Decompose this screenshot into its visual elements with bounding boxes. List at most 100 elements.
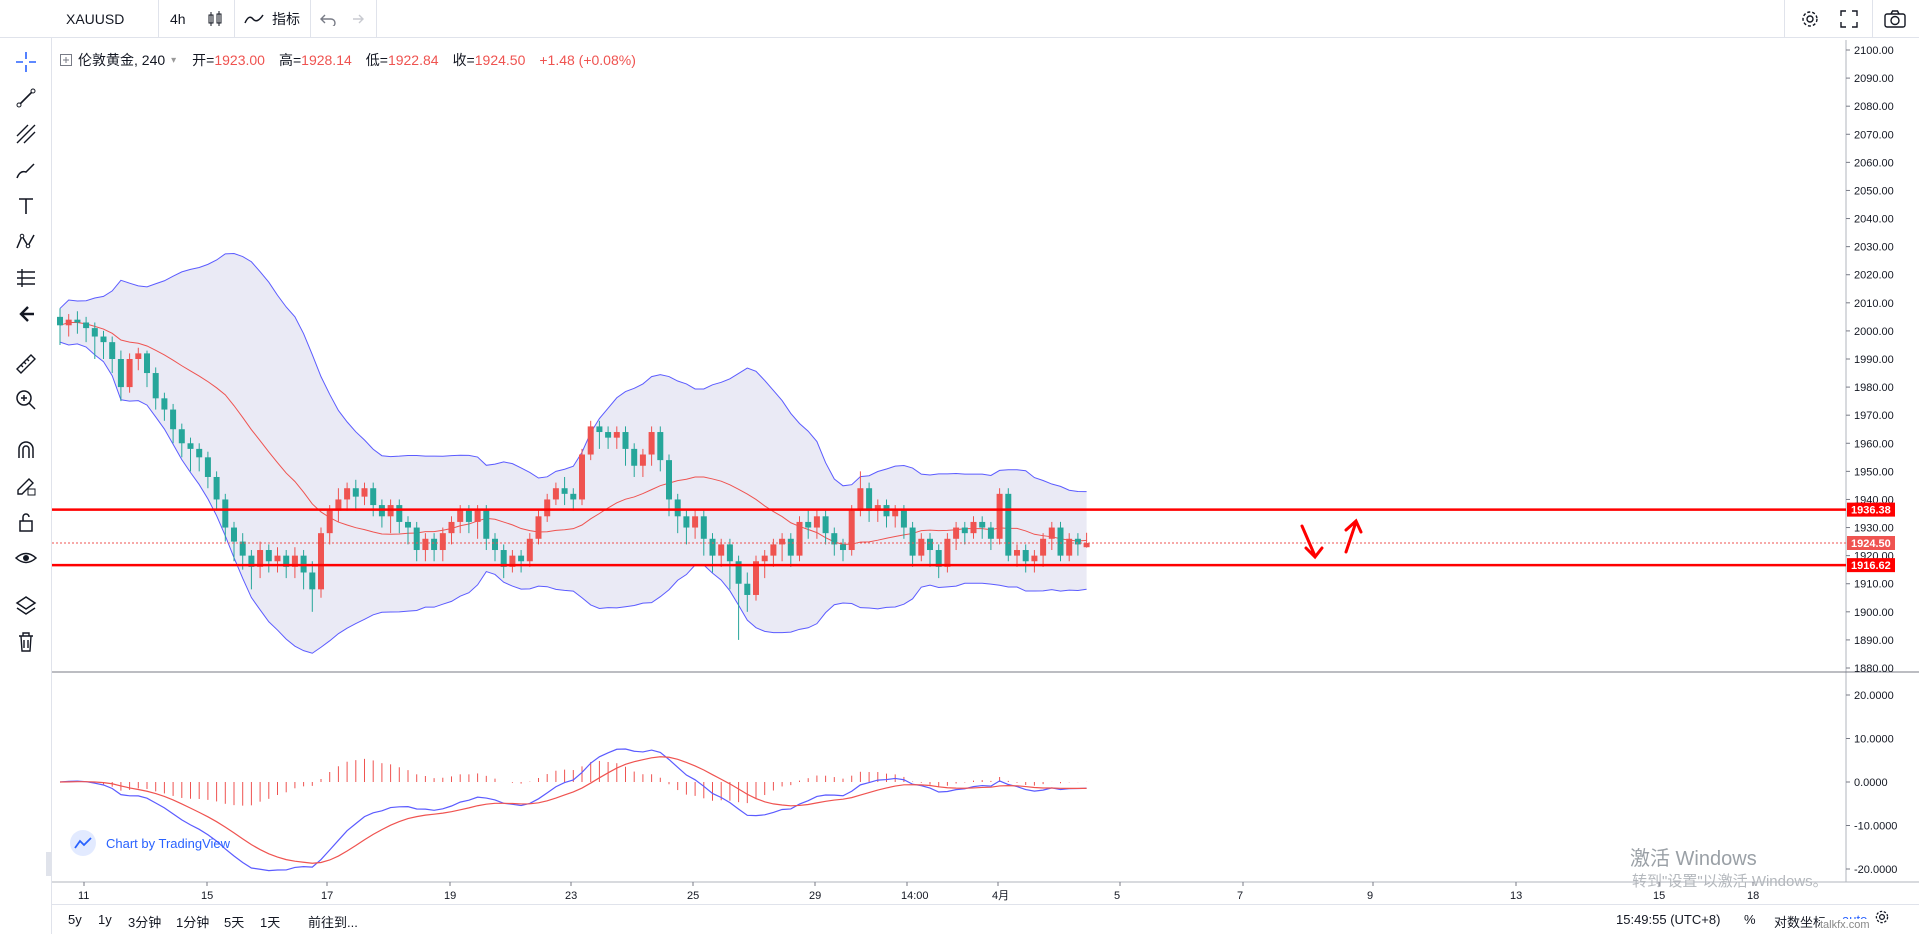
candle-body [639,454,646,466]
redo-button[interactable] [348,0,364,38]
divider [376,0,377,38]
lock-drawing-tool[interactable] [12,472,40,500]
up-arrow-annotation [1344,518,1363,554]
series-dropdown-icon[interactable]: ▾ [171,54,177,66]
candle-body [979,521,986,528]
candle-body [840,544,846,551]
candle-body [900,510,907,528]
time-axis-collapse-handle [46,852,52,876]
candle-body [370,488,377,506]
gear-icon [1875,910,1889,924]
prediction-tool[interactable] [12,264,40,292]
price-tick-label: 2040.00 [1854,214,1894,226]
price-tick-label: 2080.00 [1854,101,1894,113]
candle-body [144,353,150,374]
range-5d[interactable]: 5天 [224,915,245,930]
candle-body [518,555,525,562]
magnet-tool[interactable] [12,436,40,464]
range-1y[interactable]: 1y [98,912,112,927]
candle-body [970,521,977,534]
arrow-left-icon [19,306,34,322]
pattern-tool[interactable] [12,228,40,256]
chart-type-button[interactable] [206,0,224,38]
price-tick-label: 1980.00 [1854,382,1894,394]
candle-body [753,561,759,595]
windows-activation-watermark: 激活 Windows [1630,848,1757,870]
lock-tool[interactable] [12,508,40,536]
range-1min[interactable]: 1分钟 [176,915,210,930]
candle-body [352,488,359,497]
price-tick-label: 2030.00 [1854,242,1894,254]
candle-body [161,398,168,410]
ruler-icon [16,354,36,374]
time-tick-label: 11 [78,890,89,902]
candle-body [117,359,124,388]
candle-body [492,538,498,551]
back-tool[interactable] [12,300,40,328]
brush-tool[interactable] [12,156,40,184]
visibility-tool[interactable] [12,544,40,572]
brush-icon [16,163,35,179]
candle-body [927,538,933,551]
fullscreen-icon [1840,10,1858,28]
divider [310,0,311,38]
candle-body [231,527,237,542]
symbol-search[interactable]: XAUUSD [66,0,124,38]
zoom-tool[interactable] [12,386,40,414]
time-tick-label: 25 [687,890,699,902]
remove-tool[interactable] [12,628,40,656]
interval-button[interactable]: 4h [170,0,186,38]
time-tick-label: 15 [201,890,213,902]
price-tick-label: 1880.00 [1854,663,1894,675]
candle-body [91,328,98,337]
candle-body [1031,555,1038,562]
collapse-legend-icon[interactable] [60,54,72,66]
ruler-tool[interactable] [12,350,40,378]
range-5y[interactable]: 5y [68,912,82,927]
fib-tool[interactable] [12,120,40,148]
goto-date-button[interactable]: 前往到... [308,915,358,930]
candle-body [83,322,90,329]
crosshair-icon [16,52,36,72]
object-tree-tool[interactable] [12,592,40,620]
candle-body [779,538,786,545]
clock[interactable]: 15:49:55 (UTC+8) [1616,912,1721,927]
candle-body [483,510,490,539]
trendline-tool[interactable] [12,84,40,112]
candle-body [961,527,968,534]
undo-button[interactable] [320,0,336,38]
price-chart[interactable]: 2100.00 2090.00 2080.00 2070.00 2060.00 2050.… [0,0,1919,904]
crosshair-tool[interactable] [12,48,40,76]
candle-body [126,359,133,388]
time-tick-label: 13 [1510,890,1522,902]
candle-body [666,460,672,500]
settings-button[interactable] [1800,0,1820,38]
series-name[interactable]: 伦敦黄金, 240 [78,52,166,68]
candle-body [204,457,211,477]
time-tick-label: 9 [1367,890,1373,902]
tradingview-logo-icon [70,830,96,856]
candle-body [561,488,568,494]
tradingview-branding[interactable]: Chart by TradingView [70,830,230,856]
candle-body [1083,542,1090,548]
candle-body [274,555,281,562]
candle-body [187,443,194,449]
percent-toggle[interactable]: % [1744,912,1756,927]
candle-body [1014,550,1020,556]
text-tool[interactable] [12,192,40,220]
down-arrow-annotation [1300,524,1324,560]
candle-body [152,373,159,399]
log-scale-toggle[interactable]: 对数坐标 [1774,915,1827,930]
chart-settings-button[interactable] [1874,909,1890,928]
price-tick-label: 1960.00 [1854,438,1894,450]
fullscreen-button[interactable] [1840,0,1858,38]
candle-body [761,555,768,562]
candle-body [726,544,733,562]
candle-body [344,488,351,500]
range-3min[interactable]: 3分钟 [128,915,162,930]
chart-legend: 伦敦黄金, 240 ▾ 开= 1923.00 高= 1928.14 低= 1922.8… [60,50,644,70]
indicators-button[interactable]: 指标 [244,0,300,38]
price-tick-label: 1930.00 [1854,523,1894,535]
range-1d[interactable]: 1天 [260,915,281,930]
screenshot-button[interactable] [1884,0,1906,38]
